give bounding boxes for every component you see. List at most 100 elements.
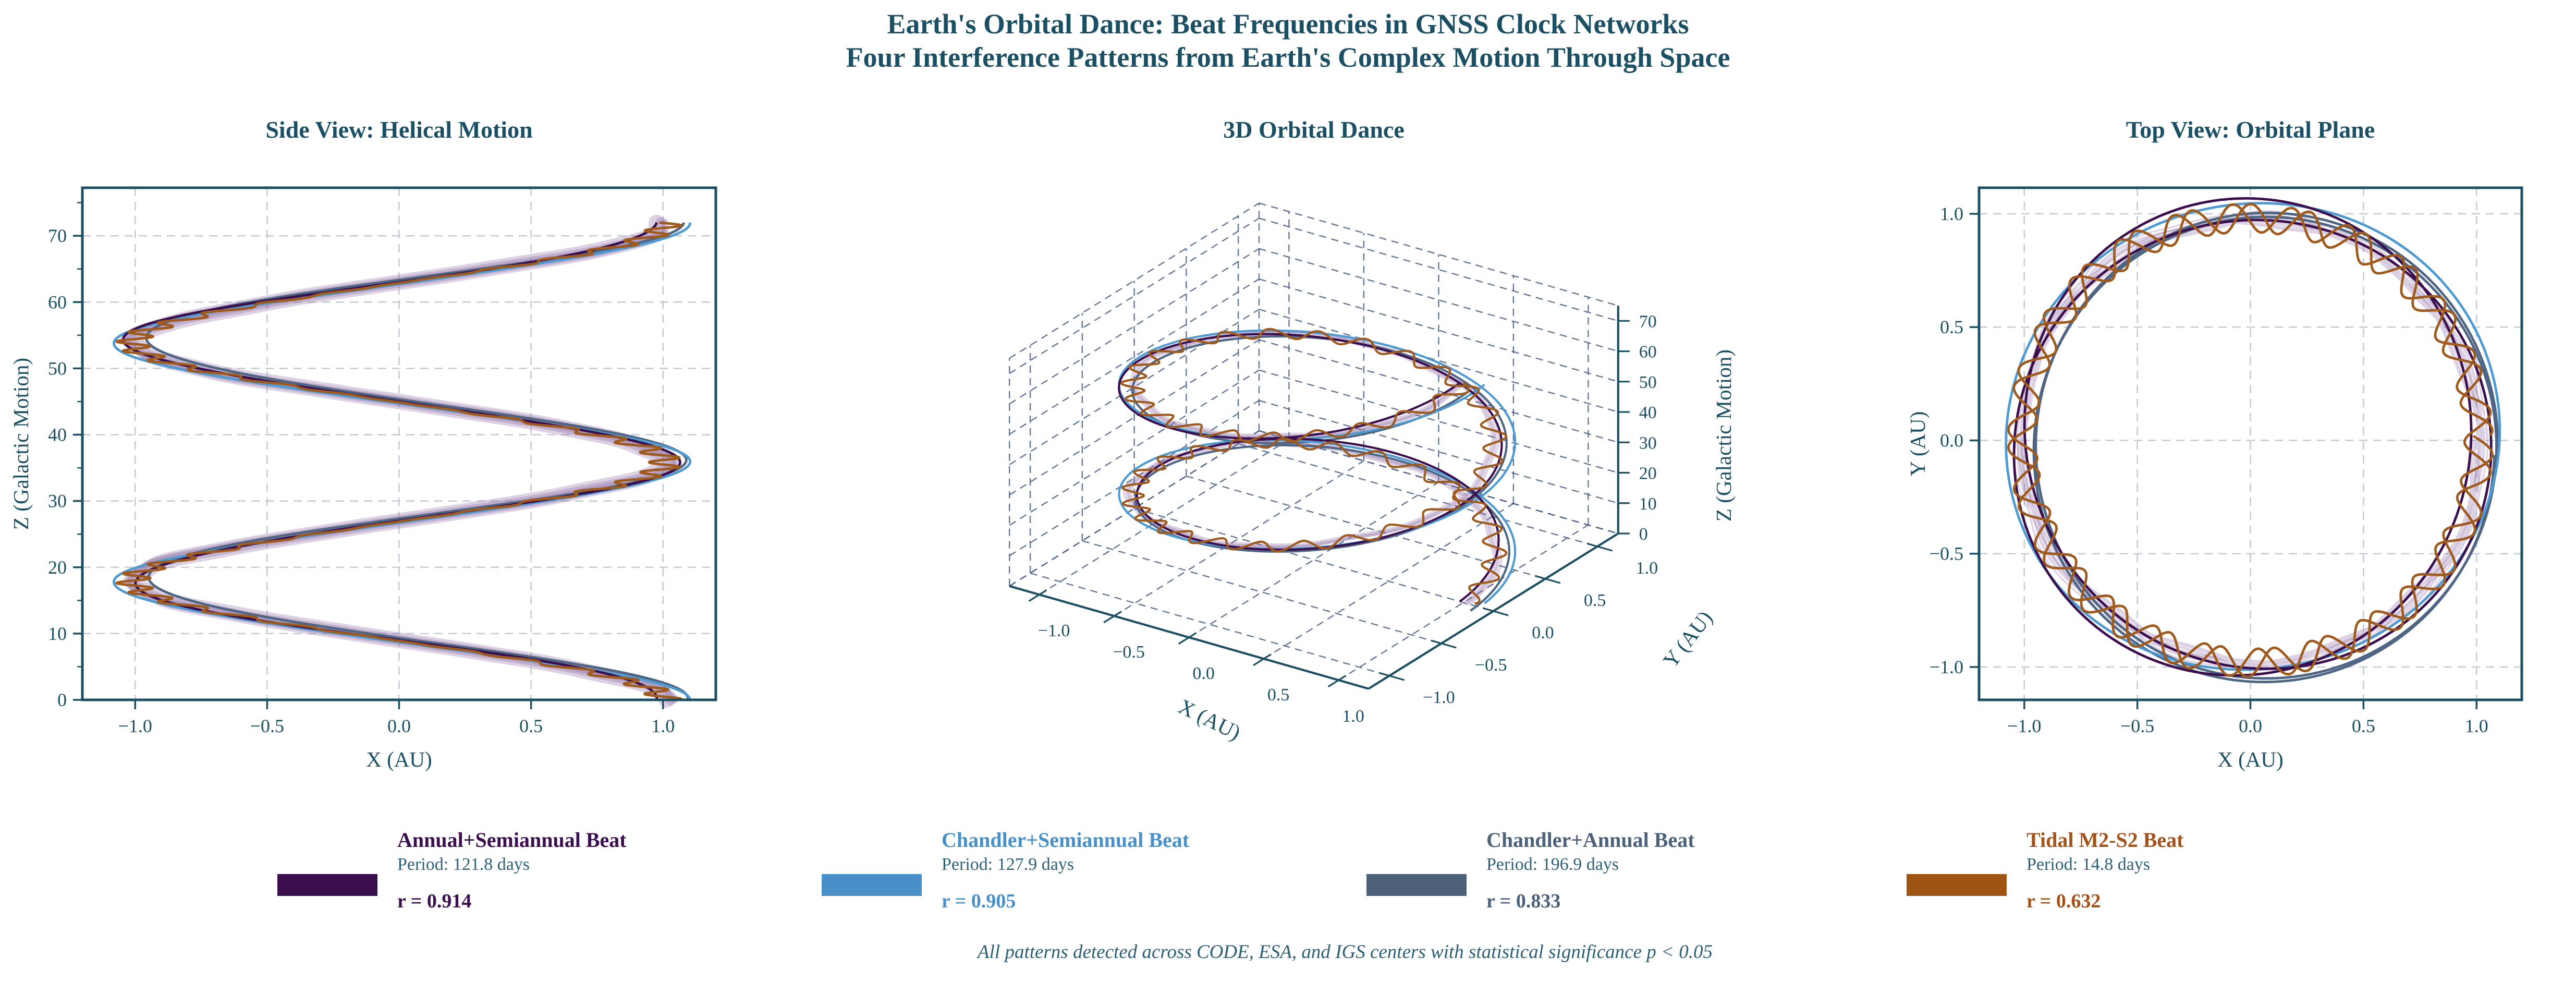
svg-text:0.5: 0.5 bbox=[1940, 317, 1963, 337]
svg-text:1.0: 1.0 bbox=[2465, 716, 2488, 736]
legend-r-value: r = 0.632 bbox=[2026, 890, 2101, 912]
legend-name: Annual+Semiannual Beat bbox=[397, 828, 627, 852]
svg-text:40: 40 bbox=[1639, 403, 1657, 422]
svg-text:−1.0: −1.0 bbox=[1930, 657, 1963, 677]
series-chandler-annual-path-side bbox=[145, 221, 689, 701]
gridlines bbox=[1979, 188, 2522, 700]
tick-labels: −1.0 −0.5 0.0 0.5 1.0 −1.0 −0.5 0.0 0.5 1.0 bbox=[1930, 203, 2488, 736]
figure-title-line2: Four Interference Patterns from Earth's … bbox=[846, 42, 1730, 73]
svg-text:0.5: 0.5 bbox=[519, 716, 543, 736]
side-view-title: Side View: Helical Motion bbox=[265, 116, 533, 143]
svg-text:10: 10 bbox=[48, 623, 67, 644]
orbital-3d-title: 3D Orbital Dance bbox=[1223, 116, 1405, 143]
series-combined-band-path-side-0 bbox=[124, 214, 676, 708]
legend-r-value: r = 0.905 bbox=[942, 890, 1016, 912]
svg-text:0.0: 0.0 bbox=[1940, 430, 1963, 451]
legend-texts: Chandler+Annual Beat Period: 196.9 days … bbox=[1486, 828, 1695, 913]
series-combined-band-path-orbit3d-2 bbox=[1122, 330, 1503, 605]
svg-text:30: 30 bbox=[48, 491, 67, 512]
series-curves bbox=[112, 214, 692, 708]
legend-texts: Chandler+Semiannual Beat Period: 127.9 d… bbox=[942, 828, 1189, 913]
legend-period: Period: 121.8 days bbox=[397, 855, 530, 874]
svg-text:−0.5: −0.5 bbox=[250, 716, 284, 736]
x-axis-label: X (AU) bbox=[2217, 747, 2283, 771]
legend-chandler-annual: Chandler+Annual Beat Period: 196.9 days … bbox=[1366, 828, 1695, 913]
svg-text:−1.0: −1.0 bbox=[2007, 716, 2041, 736]
series-combined-band-path-side-1 bbox=[123, 217, 678, 706]
svg-text:0.5: 0.5 bbox=[2352, 716, 2375, 736]
svg-text:70: 70 bbox=[48, 225, 67, 246]
legend-name: Tidal M2-S2 Beat bbox=[2026, 828, 2184, 852]
y-axis-label: Z (Galactic Motion) bbox=[9, 358, 33, 530]
legend-name: Chandler+Annual Beat bbox=[1486, 828, 1695, 852]
tick-labels-3d: −1.0 −0.5 0.0 0.5 1.0 −1.0 −0.5 0.0 0.5 1.0 0 10 20 3… bbox=[1028, 312, 1658, 726]
legend-name: Chandler+Semiannual Beat bbox=[942, 828, 1190, 852]
figure-title: Earth's Orbital Dance: Beat Frequencies … bbox=[0, 7, 2576, 74]
legend-period: Period: 127.9 days bbox=[942, 855, 1075, 874]
legend-swatch-chandler-annual bbox=[1366, 874, 1467, 896]
svg-text:70: 70 bbox=[1639, 312, 1657, 331]
svg-text:0: 0 bbox=[1639, 525, 1648, 544]
series-curves bbox=[2005, 197, 2501, 684]
panel-side: −1.0 −0.5 0.0 0.5 1.0 0 10 20 30 40 50 60 70 X (AU) Z … bbox=[9, 186, 717, 771]
y-axis-label: Y (AU) bbox=[1906, 411, 1930, 477]
svg-text:1.0: 1.0 bbox=[1940, 203, 1963, 224]
z-axis-label-3d: Z (Galactic Motion) bbox=[1712, 349, 1736, 522]
svg-text:1.0: 1.0 bbox=[1342, 707, 1364, 726]
series-annual-semiannual-path-orbit3d bbox=[1118, 333, 1503, 603]
legend-r-value: r = 0.833 bbox=[1486, 890, 1561, 912]
svg-text:0.5: 0.5 bbox=[1267, 685, 1290, 705]
svg-text:50: 50 bbox=[1639, 373, 1657, 392]
series-tidal-m2s2-path-orbit3d bbox=[1120, 328, 1508, 605]
legend-chandler-semiannual: Chandler+Semiannual Beat Period: 127.9 d… bbox=[822, 828, 1189, 913]
x-axis-label: X (AU) bbox=[366, 747, 432, 771]
svg-text:1.0: 1.0 bbox=[1636, 559, 1658, 578]
y-axis-label-3d: Y (AU) bbox=[1658, 606, 1717, 672]
svg-text:40: 40 bbox=[48, 425, 67, 445]
series-combined-band-path-side-2 bbox=[120, 219, 680, 704]
legend-texts: Tidal M2-S2 Beat Period: 14.8 days r = 0… bbox=[2026, 828, 2184, 913]
svg-text:0.0: 0.0 bbox=[387, 716, 411, 736]
series-chandler-annual-path-top bbox=[2032, 211, 2499, 684]
tick-labels: −1.0 −0.5 0.0 0.5 1.0 0 10 20 30 40 50 60 70 bbox=[48, 202, 675, 736]
legend-annual-semiannual: Annual+Semiannual Beat Period: 121.8 day… bbox=[277, 828, 627, 913]
svg-text:−1.0: −1.0 bbox=[118, 716, 152, 736]
svg-text:0.5: 0.5 bbox=[1584, 591, 1606, 610]
svg-text:20: 20 bbox=[1639, 464, 1657, 483]
legend-swatch-chandler-semiannual bbox=[822, 874, 922, 896]
series-chandler-semiannual-path-orbit3d bbox=[1118, 329, 1517, 604]
svg-text:0: 0 bbox=[57, 689, 67, 710]
svg-text:0.0: 0.0 bbox=[1192, 664, 1215, 683]
legend-swatch-annual-semiannual bbox=[277, 874, 377, 896]
panel-top: −1.0 −0.5 0.0 0.5 1.0 −1.0 −0.5 0.0 0.5 1.0 X (AU)… bbox=[1906, 186, 2523, 771]
svg-text:−1.0: −1.0 bbox=[1423, 688, 1455, 707]
figure-title-line1: Earth's Orbital Dance: Beat Frequencies … bbox=[887, 8, 1689, 40]
legend-swatch-tidal-m2s2 bbox=[1907, 874, 2007, 896]
svg-text:0.0: 0.0 bbox=[1532, 623, 1554, 642]
svg-text:60: 60 bbox=[1639, 343, 1657, 362]
svg-text:0.0: 0.0 bbox=[2239, 716, 2262, 736]
panel-orbit3d: −1.0 −0.5 0.0 0.5 1.0 −1.0 −0.5 0.0 0.5 1.0 0 10 20 3… bbox=[1008, 202, 1736, 745]
series-tidal-m2s2-path-top bbox=[2007, 202, 2494, 678]
top-view-title: Top View: Orbital Plane bbox=[2126, 116, 2375, 143]
series-annual-semiannual-path-side bbox=[121, 221, 681, 701]
svg-text:50: 50 bbox=[48, 358, 67, 379]
series-tidal-m2s2-path-side bbox=[115, 221, 683, 701]
svg-text:−0.5: −0.5 bbox=[1930, 543, 1963, 564]
svg-text:−0.5: −0.5 bbox=[1475, 656, 1507, 675]
series-annual-semiannual-path-top bbox=[2012, 197, 2493, 677]
legend-r-value: r = 0.914 bbox=[397, 890, 472, 912]
series-curves-3d bbox=[1118, 328, 1517, 612]
legend-period: Period: 14.8 days bbox=[2026, 855, 2151, 874]
svg-text:60: 60 bbox=[48, 292, 67, 312]
svg-text:20: 20 bbox=[48, 557, 67, 578]
svg-text:10: 10 bbox=[1639, 494, 1657, 514]
legend-texts: Annual+Semiannual Beat Period: 121.8 day… bbox=[397, 828, 627, 913]
gridlines bbox=[82, 188, 716, 700]
legend-period: Period: 196.9 days bbox=[1486, 855, 1619, 874]
series-chandler-semiannual-path-top bbox=[2005, 202, 2501, 671]
legend-tidal-m2s2: Tidal M2-S2 Beat Period: 14.8 days r = 0… bbox=[1907, 828, 2184, 913]
svg-text:1.0: 1.0 bbox=[651, 716, 675, 736]
